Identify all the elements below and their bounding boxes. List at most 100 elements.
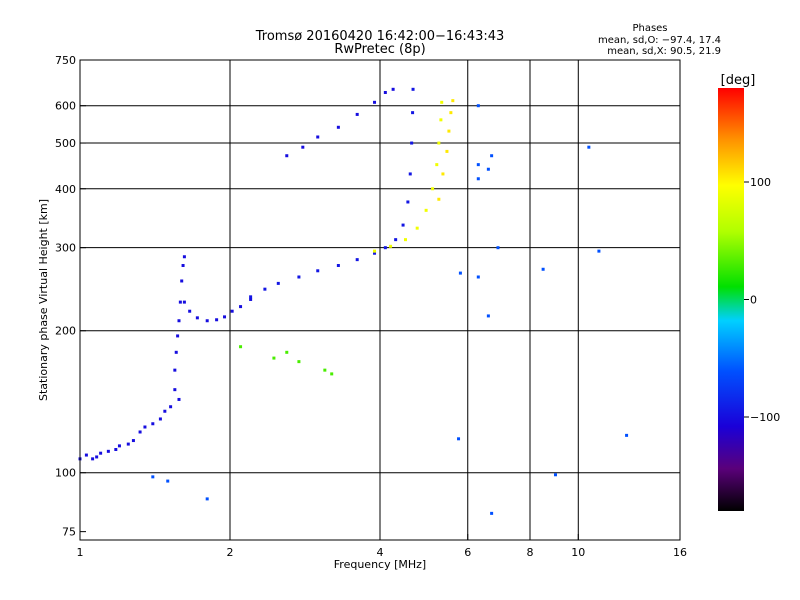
y-tick-label: 100 bbox=[55, 467, 76, 480]
data-point bbox=[316, 269, 320, 273]
data-point bbox=[205, 319, 209, 323]
chart-title: Tromsø 20160420 16:42:00−16:43:43 bbox=[255, 29, 505, 44]
data-point bbox=[249, 297, 253, 301]
y-tick-label: 300 bbox=[55, 242, 76, 255]
data-point bbox=[389, 244, 393, 248]
data-point bbox=[151, 422, 155, 426]
stats-o-line: mean, sd,O: −97.4, 17.4 bbox=[598, 35, 721, 46]
data-point bbox=[541, 267, 545, 271]
data-point bbox=[447, 129, 451, 133]
data-point bbox=[239, 345, 243, 349]
data-point bbox=[323, 368, 327, 372]
x-tick-label: 2 bbox=[227, 546, 234, 559]
colorbar-tick-label: −100 bbox=[750, 411, 780, 424]
data-point bbox=[177, 397, 181, 401]
x-axis-ticks: 1 2 4 6 8 10 16 bbox=[77, 534, 687, 559]
data-point bbox=[458, 271, 462, 275]
data-points bbox=[78, 87, 629, 515]
data-point bbox=[336, 264, 340, 268]
data-point bbox=[355, 258, 359, 262]
data-point bbox=[486, 167, 490, 171]
data-point bbox=[408, 172, 412, 176]
data-point bbox=[553, 473, 557, 477]
stats-heading: Phases bbox=[632, 23, 667, 34]
x-tick-label: 16 bbox=[673, 546, 687, 559]
data-point bbox=[176, 334, 180, 338]
data-point bbox=[383, 246, 387, 250]
data-point bbox=[476, 163, 480, 167]
data-point bbox=[177, 319, 181, 323]
data-point bbox=[437, 197, 441, 201]
data-point bbox=[449, 111, 453, 115]
data-point bbox=[394, 238, 398, 242]
data-point bbox=[205, 497, 209, 501]
data-point bbox=[415, 226, 419, 230]
data-point bbox=[490, 154, 494, 158]
data-point bbox=[373, 251, 377, 255]
x-tick-label: 10 bbox=[571, 546, 585, 559]
y-axis-label: Stationary phase Virtual Height [km] bbox=[37, 199, 50, 401]
colorbar-tick-label: 0 bbox=[750, 294, 757, 307]
data-point bbox=[391, 87, 395, 91]
grid-lines bbox=[80, 60, 680, 540]
data-point bbox=[151, 475, 155, 479]
x-tick-label: 8 bbox=[527, 546, 534, 559]
data-point bbox=[99, 451, 103, 455]
data-point bbox=[143, 425, 147, 429]
data-point bbox=[131, 439, 135, 443]
data-point bbox=[476, 104, 480, 108]
data-point bbox=[316, 135, 320, 139]
data-point bbox=[476, 275, 480, 279]
data-point bbox=[188, 309, 192, 313]
data-point bbox=[182, 255, 186, 259]
data-point bbox=[276, 281, 280, 285]
data-point bbox=[182, 300, 186, 304]
data-point bbox=[597, 249, 601, 253]
data-point bbox=[230, 309, 234, 313]
data-point bbox=[114, 447, 118, 451]
data-point bbox=[223, 315, 227, 319]
data-point bbox=[173, 368, 177, 372]
data-point bbox=[95, 455, 99, 459]
data-point bbox=[437, 141, 441, 145]
data-point bbox=[297, 360, 301, 364]
data-point bbox=[355, 112, 359, 116]
data-point bbox=[411, 87, 415, 91]
data-point bbox=[106, 449, 110, 453]
chart-subtitle: RwPretec (8p) bbox=[334, 42, 425, 57]
data-point bbox=[138, 430, 142, 434]
y-tick-label: 400 bbox=[55, 183, 76, 196]
y-tick-label: 750 bbox=[55, 54, 76, 67]
data-point bbox=[496, 246, 500, 250]
data-point bbox=[411, 111, 415, 115]
data-point bbox=[215, 318, 219, 322]
data-point bbox=[401, 223, 405, 227]
x-tick-label: 6 bbox=[464, 546, 471, 559]
y-tick-label: 500 bbox=[55, 137, 76, 150]
x-tick-label: 4 bbox=[377, 546, 384, 559]
data-point bbox=[431, 187, 435, 191]
stats-x-line: mean, sd,X: 90.5, 21.9 bbox=[607, 46, 721, 57]
data-point bbox=[410, 141, 414, 145]
data-point bbox=[239, 305, 243, 309]
data-point bbox=[158, 417, 162, 421]
data-point bbox=[424, 208, 428, 212]
data-point bbox=[435, 163, 439, 167]
data-point bbox=[625, 433, 629, 437]
colorbar bbox=[718, 88, 744, 511]
data-point bbox=[373, 100, 377, 104]
data-point bbox=[249, 295, 253, 299]
data-point bbox=[174, 350, 178, 354]
data-point bbox=[383, 90, 387, 94]
data-point bbox=[441, 172, 445, 176]
data-point bbox=[117, 444, 121, 448]
data-point bbox=[285, 154, 289, 158]
data-point bbox=[195, 316, 199, 320]
data-point bbox=[439, 118, 443, 122]
data-point bbox=[587, 145, 591, 149]
data-point bbox=[178, 300, 182, 304]
data-point bbox=[263, 287, 267, 291]
data-point bbox=[406, 200, 410, 204]
data-point bbox=[440, 100, 444, 104]
